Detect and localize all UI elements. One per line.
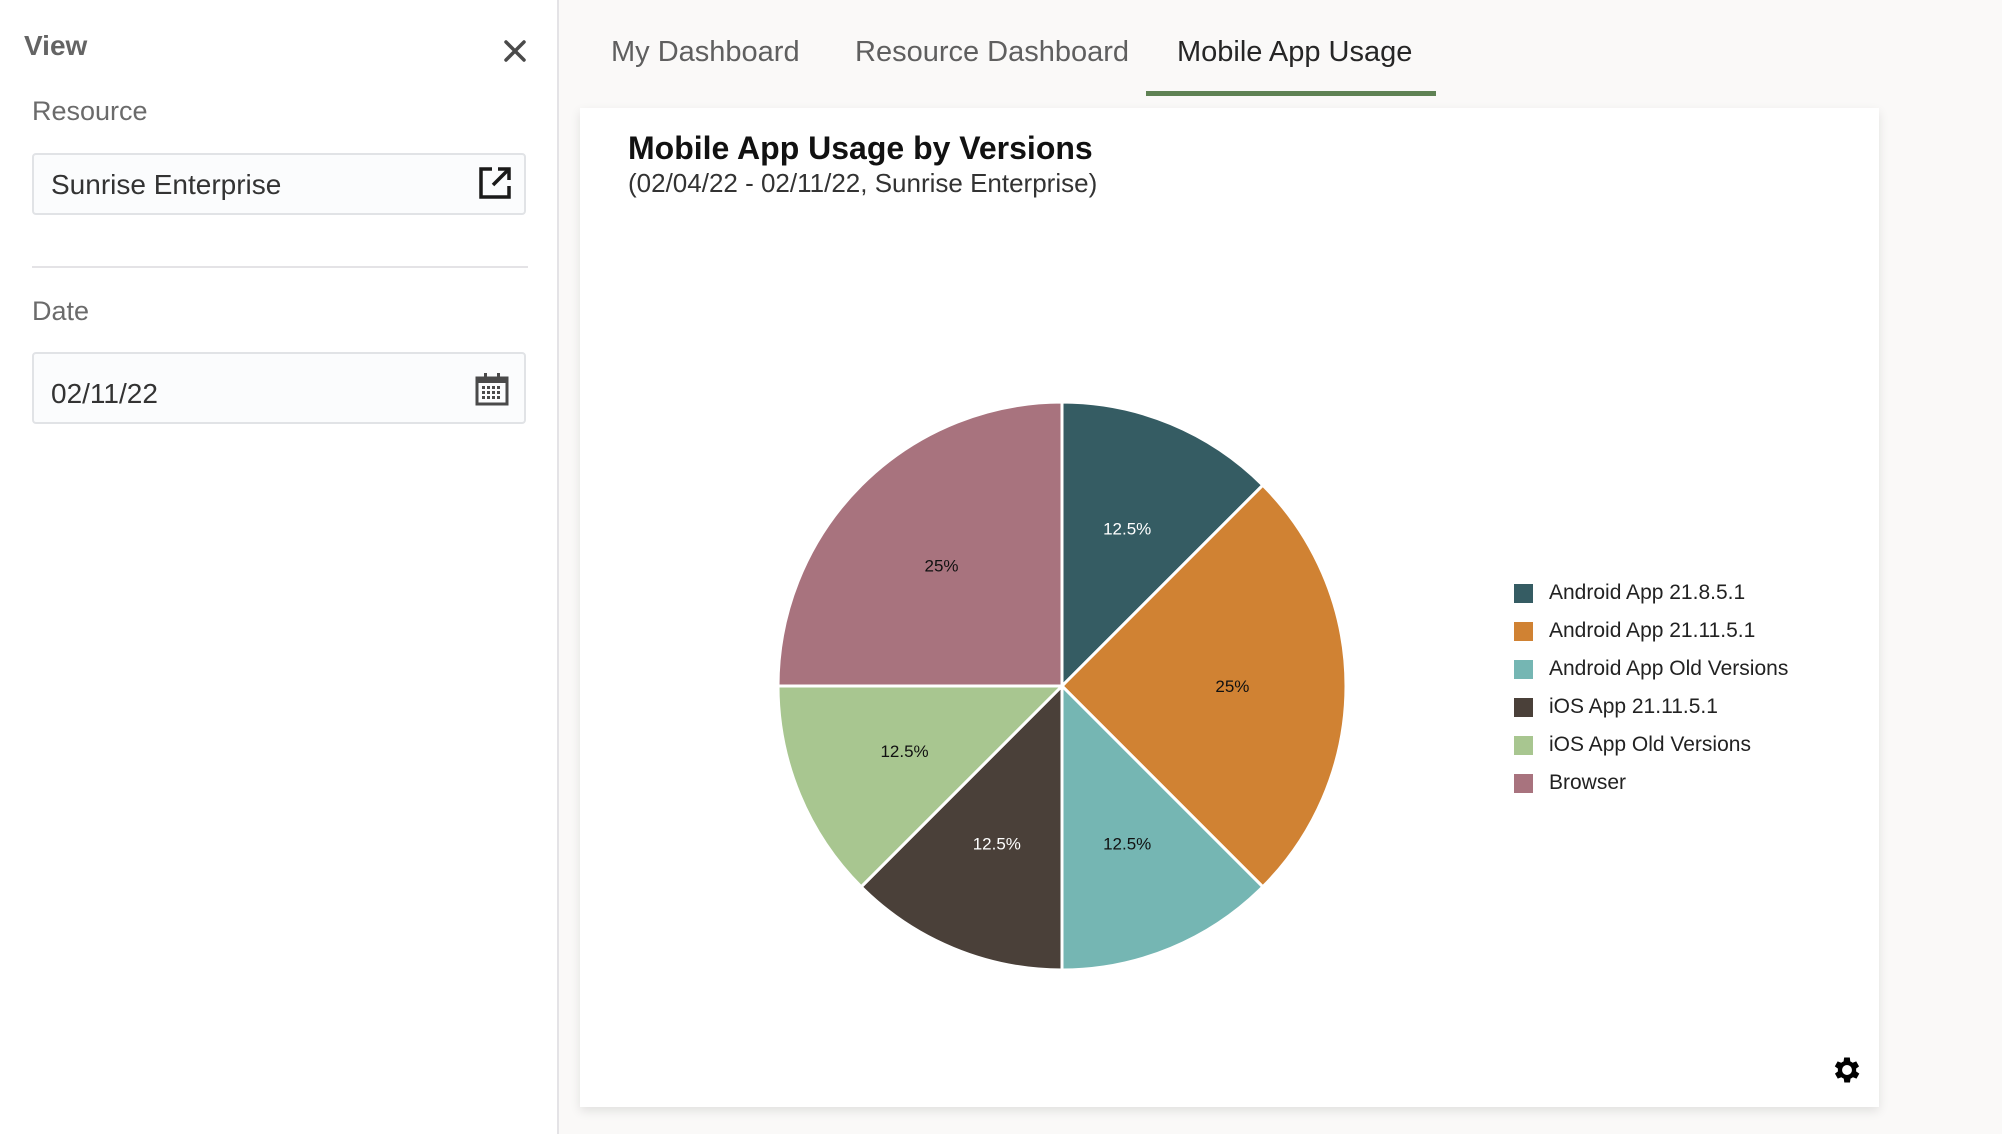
legend-label: Android App Old Versions (1549, 657, 1789, 680)
slice-label: 12.5% (880, 742, 928, 761)
chart-card: Mobile App Usage by Versions (02/04/22 -… (580, 108, 1879, 1107)
close-icon (504, 40, 526, 62)
pie-slice[interactable] (776, 684, 1066, 889)
pie-slice[interactable] (1060, 682, 1265, 972)
resource-label: Resource (32, 96, 148, 126)
legend-label: Android App 21.8.5.1 (1549, 581, 1746, 604)
resource-value: Sunrise Enterprise (51, 169, 282, 200)
legend-label: Browser (1549, 771, 1627, 794)
pie-slice[interactable] (1059, 483, 1348, 889)
legend-swatch (1514, 697, 1533, 717)
legend-item[interactable]: iOS App Old Versions (1514, 726, 1788, 764)
date-picker-button[interactable] (475, 372, 509, 411)
legend-swatch (1514, 735, 1533, 755)
date-field[interactable]: 02/11/22 (32, 352, 526, 424)
chart-legend: Android App 21.8.5.1 Android App 21.11.5.… (1514, 574, 1788, 802)
open-resource-button[interactable] (478, 166, 512, 205)
legend-item[interactable]: Android App Old Versions (1514, 650, 1788, 688)
legend-item[interactable]: Browser (1514, 764, 1788, 802)
legend-swatch (1514, 773, 1533, 793)
legend-swatch (1514, 659, 1533, 679)
close-button[interactable] (500, 36, 530, 66)
pie-slice[interactable] (859, 682, 1064, 972)
legend-item[interactable]: iOS App 21.11.5.1 (1514, 688, 1788, 726)
resource-field[interactable]: Sunrise Enterprise (32, 153, 526, 215)
slice-label: 12.5% (1103, 834, 1151, 853)
chart-subtitle: (02/04/22 - 02/11/22, Sunrise Enterprise… (628, 168, 1098, 198)
legend-swatch (1514, 621, 1533, 641)
legend-label: Android App 21.11.5.1 (1549, 619, 1756, 642)
chart-title: Mobile App Usage by Versions (628, 130, 1093, 166)
slice-label: 12.5% (973, 834, 1021, 853)
slice-label: 25% (924, 557, 958, 576)
chart-settings-button[interactable] (1830, 1053, 1864, 1087)
tab-mobile-app-usage[interactable]: Mobile App Usage (1177, 36, 1413, 68)
gear-icon (1834, 1057, 1860, 1083)
legend-item[interactable]: Android App 21.11.5.1 (1514, 612, 1788, 650)
tab-resource-dashboard[interactable]: Resource Dashboard (855, 36, 1130, 68)
slice-label: 12.5% (1103, 520, 1151, 539)
pie-slice[interactable] (1060, 400, 1265, 690)
legend-label: iOS App Old Versions (1549, 733, 1751, 756)
date-value: 02/11/22 (51, 378, 158, 409)
slice-label: 25% (1215, 677, 1249, 696)
view-panel: View Resource Sunrise Enterprise Date 02… (0, 0, 559, 1134)
divider (32, 266, 528, 268)
pie-slice[interactable] (776, 400, 1064, 688)
open-in-new-icon (479, 167, 511, 199)
date-label: Date (32, 296, 90, 326)
legend-swatch (1514, 583, 1533, 603)
panel-title: View (24, 30, 88, 61)
calendar-icon (475, 373, 509, 406)
tab-my-dashboard[interactable]: My Dashboard (611, 36, 800, 68)
pie-chart: 12.5% 25% 12.5% 12.5% 12.5% 25% (776, 400, 1348, 972)
active-tab-indicator (1146, 91, 1436, 96)
legend-item[interactable]: Android App 21.8.5.1 (1514, 574, 1788, 612)
legend-label: iOS App 21.11.5.1 (1549, 695, 1718, 718)
